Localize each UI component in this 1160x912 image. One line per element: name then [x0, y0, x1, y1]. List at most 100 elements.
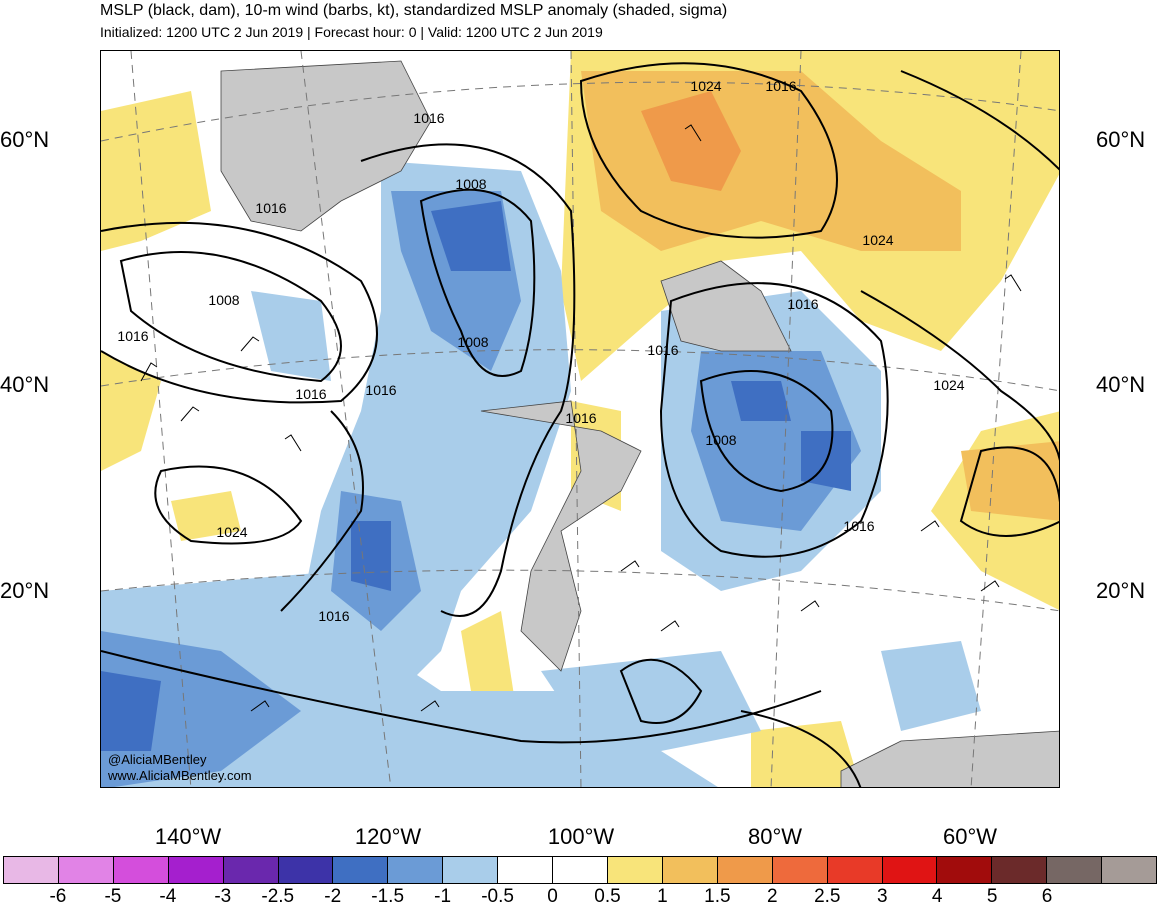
isobar [154, 465, 303, 545]
land-masses [220, 60, 1059, 787]
contour-label: 1024 [933, 377, 964, 393]
lat-line-20 [101, 569, 1059, 612]
colorbar-tick-label: 0 [547, 886, 558, 907]
credit-handle: @AliciaMBentley [108, 752, 207, 767]
isobar [280, 410, 364, 612]
colorbar-swatch [223, 857, 279, 883]
negative-anomaly-shading [101, 161, 981, 787]
contour-label: 1008 [455, 176, 486, 192]
lon-line-100 [570, 51, 582, 787]
colorbar-tick-label: 2.5 [814, 886, 841, 907]
lon-label-120w: 120°W [354, 824, 422, 849]
wind-barb [620, 560, 640, 572]
contour-label: 1016 [295, 386, 326, 402]
chart-subtitle: Initialized: 1200 UTC 2 Jun 2019 | Forec… [100, 24, 603, 40]
colorbar-tick-label: 2 [767, 886, 778, 907]
contour-label: 1016 [843, 518, 874, 534]
isobar [900, 70, 1059, 171]
contour-label: 1008 [208, 292, 239, 308]
colorbar-swatch [827, 857, 883, 883]
contour-label: 1024 [862, 232, 893, 248]
colorbar-swatch [388, 857, 444, 883]
wind-barb [1004, 274, 1022, 292]
lat-label-right-20: 20°N [1096, 578, 1146, 603]
lon-label-80w: 80°W [747, 824, 803, 849]
anomaly-region [961, 441, 1059, 521]
colorbar-tick-label: -4 [159, 886, 177, 907]
colorbar-tick-label: 5 [986, 886, 998, 907]
wind-barb [920, 520, 940, 532]
isobar [579, 62, 838, 239]
wind-barb [250, 700, 270, 712]
colorbar-swatch [662, 857, 718, 883]
colorbar-tick-label: -5 [104, 886, 122, 907]
isobar [740, 710, 862, 787]
colorbar-swatch [992, 857, 1048, 883]
colorbar-tick-label: -1.5 [371, 886, 405, 907]
contour-label: 1016 [787, 296, 818, 312]
colorbar-swatch [58, 857, 114, 883]
contour-label: 1016 [413, 110, 444, 126]
lat-label-right-60: 60°N [1096, 127, 1146, 152]
lon-label-60w: 60°W [942, 824, 998, 849]
anomaly-region [431, 201, 511, 271]
colorbar-swatch [772, 857, 828, 883]
isobar [959, 446, 1059, 537]
contour-label: 1016 [765, 78, 796, 94]
contour-label: 1024 [690, 78, 721, 94]
contour-label: 1016 [255, 200, 286, 216]
map-canvas: 1024 1016 1008 1016 1016 1008 1016 1008 … [101, 51, 1059, 787]
colorbar-swatch [1047, 857, 1103, 883]
wind-barb [980, 580, 1000, 592]
wind-barb [420, 700, 440, 712]
colorbar-swatch [553, 857, 608, 883]
isobar [659, 282, 889, 558]
colorbar-swatch [1102, 857, 1157, 883]
colorbar-swatch [168, 857, 224, 883]
anomaly-region [251, 291, 331, 381]
contour-labels: 1024 1016 1008 1016 1016 1008 1016 1008 … [117, 78, 964, 624]
anomaly-region [171, 491, 241, 541]
anomaly-region [101, 351, 161, 471]
colorbar-tick-label: 4 [931, 886, 943, 907]
colorbar-swatch [498, 857, 554, 883]
colorbar-swatch [113, 857, 169, 883]
anomaly-region [351, 521, 391, 591]
isobar [699, 370, 834, 493]
wind-barb [140, 362, 158, 382]
isobar [860, 290, 1059, 462]
contour-label: 1016 [117, 328, 148, 344]
lon-line-140 [130, 51, 192, 787]
isobar [119, 251, 342, 383]
colorbar-swatch [937, 857, 993, 883]
wind-barb [684, 124, 702, 142]
anomaly-region [691, 351, 861, 531]
colorbar-swatch [882, 857, 938, 883]
colorbar-swatch [4, 857, 59, 883]
lon-line-60 [970, 51, 1022, 787]
lat-label-left-20: 20°N [0, 578, 50, 603]
anomaly-region [101, 671, 161, 751]
isobar [619, 658, 703, 724]
colorbar-tick-label: -6 [49, 886, 67, 907]
south-america-land [840, 730, 1059, 787]
colorbar-tick-label: -2 [324, 886, 342, 907]
east-canada-land [660, 260, 792, 352]
anomaly-region [731, 381, 791, 421]
contour-label: 1016 [318, 608, 349, 624]
lon-line-80 [770, 51, 802, 787]
colorbar-tick-label: -3 [214, 886, 232, 907]
colorbar-swatch [278, 857, 334, 883]
colorbar-tick-label: 3 [876, 886, 888, 907]
lon-label-140w: 140°W [154, 824, 222, 849]
colorbar-swatch [333, 857, 389, 883]
colorbar-tick-label: 6 [1041, 886, 1053, 907]
lat-label-left-60: 60°N [0, 127, 50, 152]
wind-barb [660, 620, 680, 632]
colorbar-tick-label: 1 [657, 886, 668, 907]
colorbar-tick-label: 1.5 [704, 886, 731, 907]
contour-label: 1016 [647, 342, 678, 358]
lat-line-60 [101, 81, 1059, 142]
colorbar-tick-label: -1 [434, 886, 452, 907]
contour-label: 1008 [457, 334, 488, 350]
